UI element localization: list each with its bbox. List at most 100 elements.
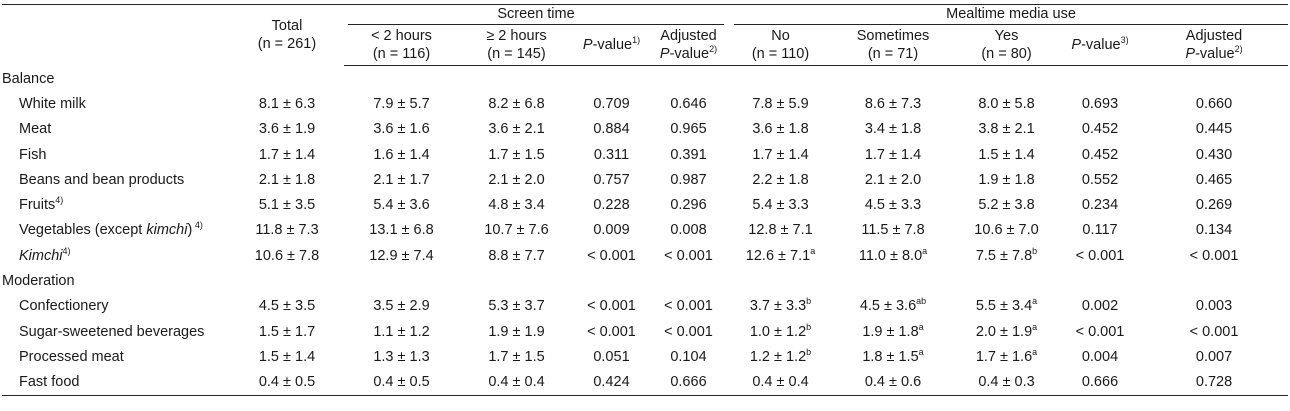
cell-value: 3.8 ± 2.1 [978, 121, 1035, 138]
table-cell: 0.452 [1060, 142, 1140, 167]
table-cell: 2.1 ± 2.0 [459, 167, 574, 192]
table-cell: 0.134 [1140, 218, 1288, 243]
table-cell: 1.9 ± 1.8a [833, 319, 953, 344]
table-cell: 8.8 ± 7.7 [459, 243, 574, 268]
footnote-marker: 2) [709, 44, 718, 54]
cell-value: 0.296 [670, 197, 707, 214]
table-cell: 0.117 [1060, 218, 1140, 243]
cell-value: 12.6 ± 7.1 [745, 247, 811, 264]
table-row: Meat 3.6 ± 1.9 3.6 ± 1.6 3.6 ± 2.1 0.884 0.96… [2, 117, 1288, 142]
significance-letter: a [1032, 321, 1038, 332]
cell-value: 0.646 [670, 95, 707, 112]
cell-value: 3.6 ± 1.6 [373, 121, 430, 138]
table-cell: < 0.001 [1140, 243, 1288, 268]
table-cell: 2.1 ± 2.0 [833, 167, 953, 192]
footnote-marker: 1) [632, 35, 641, 45]
table-cell: 0.234 [1060, 192, 1140, 217]
cell-value: 2.1 ± 1.8 [258, 171, 316, 188]
table-cell: 0.424 [574, 369, 649, 396]
header-group-screen-time: Screen time [344, 4, 728, 25]
adjusted-label: Adjusted [660, 28, 717, 44]
table-cell: 3.6 ± 2.1 [459, 117, 574, 142]
table-cell: 3.5 ± 2.9 [344, 294, 459, 319]
table-cell: 10.6 ± 7.0 [953, 218, 1060, 243]
adjusted-label: Adjusted [1185, 28, 1243, 44]
table-cell: 0.228 [574, 192, 649, 217]
cell-value: 7.5 ± 7.8 [975, 247, 1033, 264]
table-cell: 5.2 ± 3.8 [953, 192, 1060, 217]
p-italic: P [1185, 46, 1196, 62]
table-cell: 0.391 [649, 142, 728, 167]
label-italic: Kimchi [19, 247, 63, 264]
table-cell: 2.0 ± 1.9a [953, 319, 1060, 344]
table-row: Confectionery 4.5 ± 3.5 3.5 ± 2.9 5.3 ± 3.7… [2, 294, 1288, 319]
cell-value: 0.004 [1081, 348, 1119, 365]
cell-value: 0.987 [670, 171, 707, 188]
table-cell: 0.051 [574, 344, 649, 369]
cell-value: 0.660 [1195, 95, 1233, 112]
table-cell: 3.8 ± 2.1 [953, 117, 1060, 142]
cell-value: 4.5 ± 3.5 [258, 298, 316, 315]
cell-value: 2.0 ± 1.9 [975, 323, 1033, 340]
table-cell: < 0.001 [1060, 319, 1140, 344]
column-label: Sometimes [856, 28, 930, 44]
column-n: (n = 145) [487, 46, 546, 62]
table-row: Fast food 0.4 ± 0.5 0.4 ± 0.5 0.4 ± 0.4 0.42… [2, 369, 1289, 396]
cell-value: 0.693 [1081, 95, 1119, 112]
column-header: P-value1) [574, 25, 649, 66]
table-cell: 1.2 ± 1.2b [728, 344, 833, 369]
table-cell: < 0.001 [574, 294, 649, 319]
cell-value: 8.6 ± 7.3 [864, 95, 922, 112]
table-cell: 4.8 ± 3.4 [459, 192, 574, 217]
cell-value: 0.430 [1195, 146, 1233, 163]
cell-value: 10.6 ± 7.8 [254, 247, 320, 264]
table-row: Fish 1.7 ± 1.4 1.6 ± 1.4 1.7 ± 1.5 0.311 0.39… [2, 142, 1288, 167]
footnote-marker: 3) [1120, 35, 1129, 45]
p-text: -value [1195, 46, 1235, 62]
cell-value: 10.7 ± 7.6 [484, 222, 549, 239]
cell-value: 0.424 [593, 374, 630, 391]
cell-value: 12.8 ± 7.1 [748, 222, 813, 239]
table-cell: 1.7 ± 1.4 [728, 142, 833, 167]
table-cell: 0.009 [574, 218, 649, 243]
table-cell: 1.5 ± 1.7 [230, 319, 344, 344]
table-cell: 10.6 ± 7.8 [230, 243, 344, 268]
cell-value: 0.134 [1195, 222, 1233, 239]
row-label: White milk [2, 91, 230, 116]
column-header: Yes (n = 80) [953, 25, 1060, 66]
label-text: ) [187, 222, 193, 239]
column-n: (n = 116) [372, 46, 431, 62]
p-italic: P [659, 46, 670, 62]
cell-value: 0.666 [1081, 374, 1119, 391]
label-italic: kimchi [146, 222, 188, 239]
column-label: < 2 hours [371, 28, 432, 44]
column-header: < 2 hours (n = 116) [344, 25, 459, 66]
row-label: Meat [2, 117, 230, 142]
table-cell: 0.008 [649, 218, 728, 243]
cell-value: 0.4 ± 0.4 [752, 374, 809, 391]
table-row: Beans and bean products 2.1 ± 1.8 2.1 ± 1.… [2, 167, 1288, 192]
table-cell: 0.4 ± 0.4 [728, 369, 833, 396]
table-cell: 1.1 ± 1.2 [344, 319, 459, 344]
table-cell: < 0.001 [1140, 319, 1288, 344]
table-cell: 0.693 [1060, 91, 1140, 116]
column-header: P-value3) [1060, 25, 1140, 66]
table-cell: 0.104 [649, 344, 728, 369]
table-cell: 7.9 ± 5.7 [344, 91, 459, 116]
table-cell: < 0.001 [574, 319, 649, 344]
table-cell: 0.4 ± 0.3 [953, 369, 1060, 396]
cell-value: < 0.001 [1189, 247, 1239, 264]
cell-value: < 0.001 [664, 247, 713, 264]
table-cell: 0.465 [1140, 167, 1288, 192]
table-cell: 0.666 [649, 369, 728, 396]
cell-value: 0.445 [1195, 121, 1233, 138]
cell-value: 5.3 ± 3.7 [488, 298, 545, 315]
table-cell: 4.5 ± 3.3 [833, 192, 953, 217]
table-cell: 3.6 ± 1.6 [344, 117, 459, 142]
cell-value: 1.8 ± 1.5 [862, 348, 919, 365]
cell-value: 0.002 [1081, 298, 1119, 315]
cell-value: 11.8 ± 7.3 [255, 222, 319, 239]
cell-value: 0.391 [670, 146, 707, 163]
table-cell: 12.6 ± 7.1a [728, 243, 833, 268]
significance-letter: b [806, 321, 812, 332]
